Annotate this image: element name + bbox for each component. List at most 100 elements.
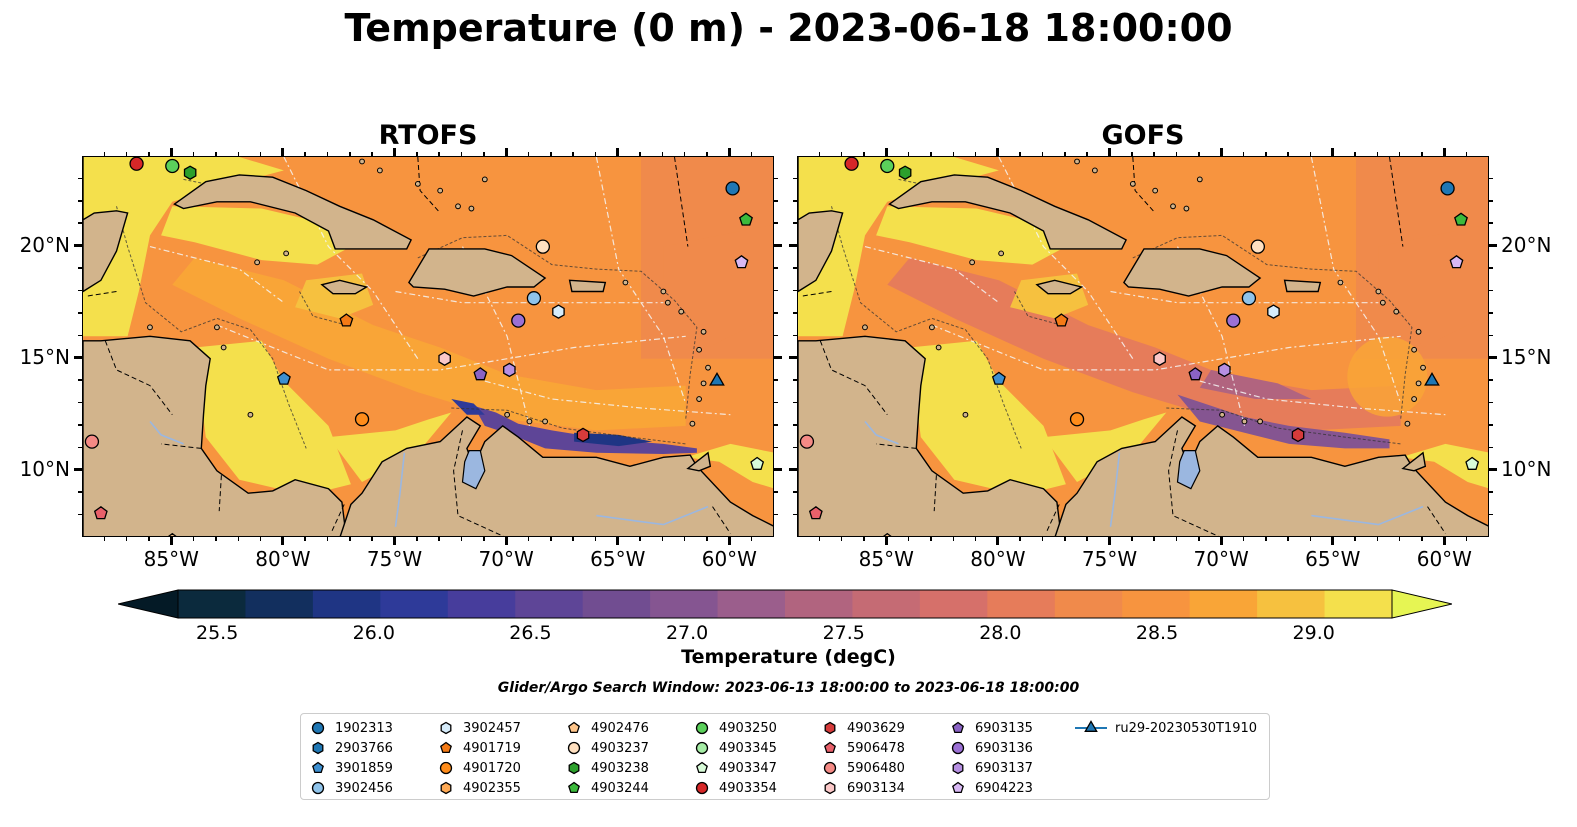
map-marker-3902457[interactable] — [552, 304, 565, 319]
map-marker-6903135[interactable] — [473, 367, 488, 381]
map-marker-4901720[interactable] — [354, 412, 370, 427]
tick-mark — [1331, 148, 1335, 157]
legend-label: 4901719 — [463, 740, 521, 756]
map-marker-6903135[interactable] — [1188, 367, 1203, 381]
legend-marker-4903347[interactable] — [696, 761, 708, 774]
map-marker-4903238[interactable] — [898, 165, 912, 180]
panel-title-gofs: GOFS — [1101, 120, 1185, 151]
map-panel-gofs[interactable] — [797, 156, 1489, 537]
legend-marker-4901720[interactable] — [439, 761, 453, 775]
map-marker-4901719[interactable] — [1054, 313, 1069, 327]
map-marker-1902313[interactable] — [725, 181, 740, 196]
map-marker-3901859[interactable] — [991, 371, 1006, 385]
map-marker-6903134[interactable] — [1153, 351, 1166, 366]
legend-marker-3902457[interactable] — [440, 721, 452, 735]
map-marker-6904223[interactable] — [1449, 254, 1464, 269]
legend-marker-4903629[interactable] — [824, 721, 836, 735]
map-marker-3901859[interactable] — [276, 371, 291, 385]
map-marker-3902457[interactable] — [1267, 304, 1280, 319]
legend-marker-3901859[interactable] — [312, 761, 324, 774]
tick-mark — [884, 148, 888, 157]
tick-mark — [326, 152, 329, 157]
tick-mark — [393, 148, 397, 157]
tick-mark — [78, 177, 83, 180]
tick-mark — [1219, 536, 1223, 545]
map-marker-4903238[interactable] — [183, 165, 197, 180]
map-marker-3902456[interactable] — [1241, 291, 1257, 306]
map-marker-4903347[interactable] — [750, 456, 765, 470]
map-marker-6903134[interactable] — [438, 351, 451, 366]
tick-mark — [527, 152, 530, 157]
legend-marker-4903237[interactable] — [567, 741, 581, 755]
legend-marker-6903135[interactable] — [952, 721, 964, 734]
map-marker-4903250[interactable] — [165, 158, 180, 174]
map-marker-4903629[interactable] — [1291, 427, 1305, 443]
legend-marker-4903345[interactable] — [695, 741, 709, 755]
legend-marker-4903238[interactable] — [568, 761, 580, 775]
map-marker-3902456[interactable] — [526, 291, 542, 306]
map-marker-5906478[interactable] — [93, 505, 108, 520]
legend-marker-ru29-20230530T1910[interactable] — [1084, 720, 1098, 732]
map-marker-5906480[interactable] — [799, 434, 815, 449]
map-panel-rtofs[interactable] — [82, 156, 774, 537]
map-marker-4903629[interactable] — [576, 427, 590, 443]
hexagon-marker-icon — [312, 741, 324, 755]
map-marker-4903244[interactable] — [739, 212, 753, 226]
legend-marker-4903354[interactable] — [695, 781, 709, 795]
map-marker-6903136[interactable] — [511, 313, 526, 328]
colorbar-segment — [245, 590, 314, 618]
tick-mark — [74, 244, 83, 248]
map-marker-5906480[interactable] — [84, 434, 100, 449]
map-marker-4901719[interactable] — [339, 313, 354, 327]
tick-mark — [789, 356, 798, 360]
legend-marker-3902456[interactable] — [311, 781, 325, 795]
legend-marker-1902313[interactable] — [311, 721, 325, 735]
map-marker-5906478[interactable] — [808, 505, 823, 520]
legend-marker-4903244[interactable] — [568, 781, 580, 794]
lon-tick-label: 80°W — [970, 547, 1026, 571]
tick-mark — [773, 334, 778, 337]
map-marker-6904223[interactable] — [734, 254, 749, 269]
tick-mark — [1488, 267, 1493, 269]
map-marker-4903354[interactable] — [129, 157, 144, 171]
legend-label: 3902457 — [463, 720, 521, 736]
legend-label: 4903244 — [591, 780, 649, 796]
tick-mark — [1488, 468, 1497, 472]
hexagon-marker-icon — [568, 761, 580, 775]
tick-mark — [1265, 152, 1267, 157]
legend-item: 4902355 — [437, 778, 521, 798]
legend-marker-4901719[interactable] — [440, 741, 452, 754]
map-marker-6903137[interactable] — [503, 362, 516, 378]
legend-marker-4903250[interactable] — [695, 721, 709, 735]
legend-marker-6903134[interactable] — [824, 781, 836, 795]
tick-mark — [169, 148, 173, 157]
tick-mark — [727, 148, 731, 157]
map-marker-4903244[interactable] — [1454, 212, 1468, 226]
map-marker-4902476[interactable] — [881, 532, 893, 537]
legend-marker-6903137[interactable] — [952, 761, 964, 775]
map-marker-ru29-20230530T1910[interactable] — [1424, 371, 1440, 386]
legend-marker-6904223[interactable] — [952, 781, 964, 794]
legend-marker-4902355[interactable] — [440, 781, 452, 795]
tick-mark — [349, 536, 351, 541]
map-marker-4901720[interactable] — [1069, 412, 1085, 427]
tick-mark — [550, 152, 552, 157]
map-marker-4903347[interactable] — [1465, 456, 1480, 470]
map-marker-4903354[interactable] — [844, 157, 859, 171]
legend-marker-2903766[interactable] — [312, 741, 324, 755]
tick-mark — [103, 536, 106, 541]
map-marker-1902313[interactable] — [1440, 181, 1455, 196]
map-marker-ru29-20230530T1910[interactable] — [709, 371, 725, 386]
map-marker-4903237[interactable] — [1250, 239, 1265, 254]
tick-mark — [974, 152, 977, 157]
map-marker-4903237[interactable] — [535, 239, 550, 254]
legend-marker-6903136[interactable] — [951, 741, 965, 755]
legend-marker-5906478[interactable] — [824, 741, 836, 754]
map-marker-6903136[interactable] — [1226, 313, 1241, 328]
map-marker-4903250[interactable] — [880, 158, 895, 174]
legend-marker-4902476[interactable] — [568, 721, 580, 734]
map-marker-4902476[interactable] — [166, 532, 178, 537]
legend-marker-5906480[interactable] — [823, 761, 837, 775]
map-marker-6903137[interactable] — [1218, 362, 1231, 378]
tick-mark — [125, 152, 128, 157]
